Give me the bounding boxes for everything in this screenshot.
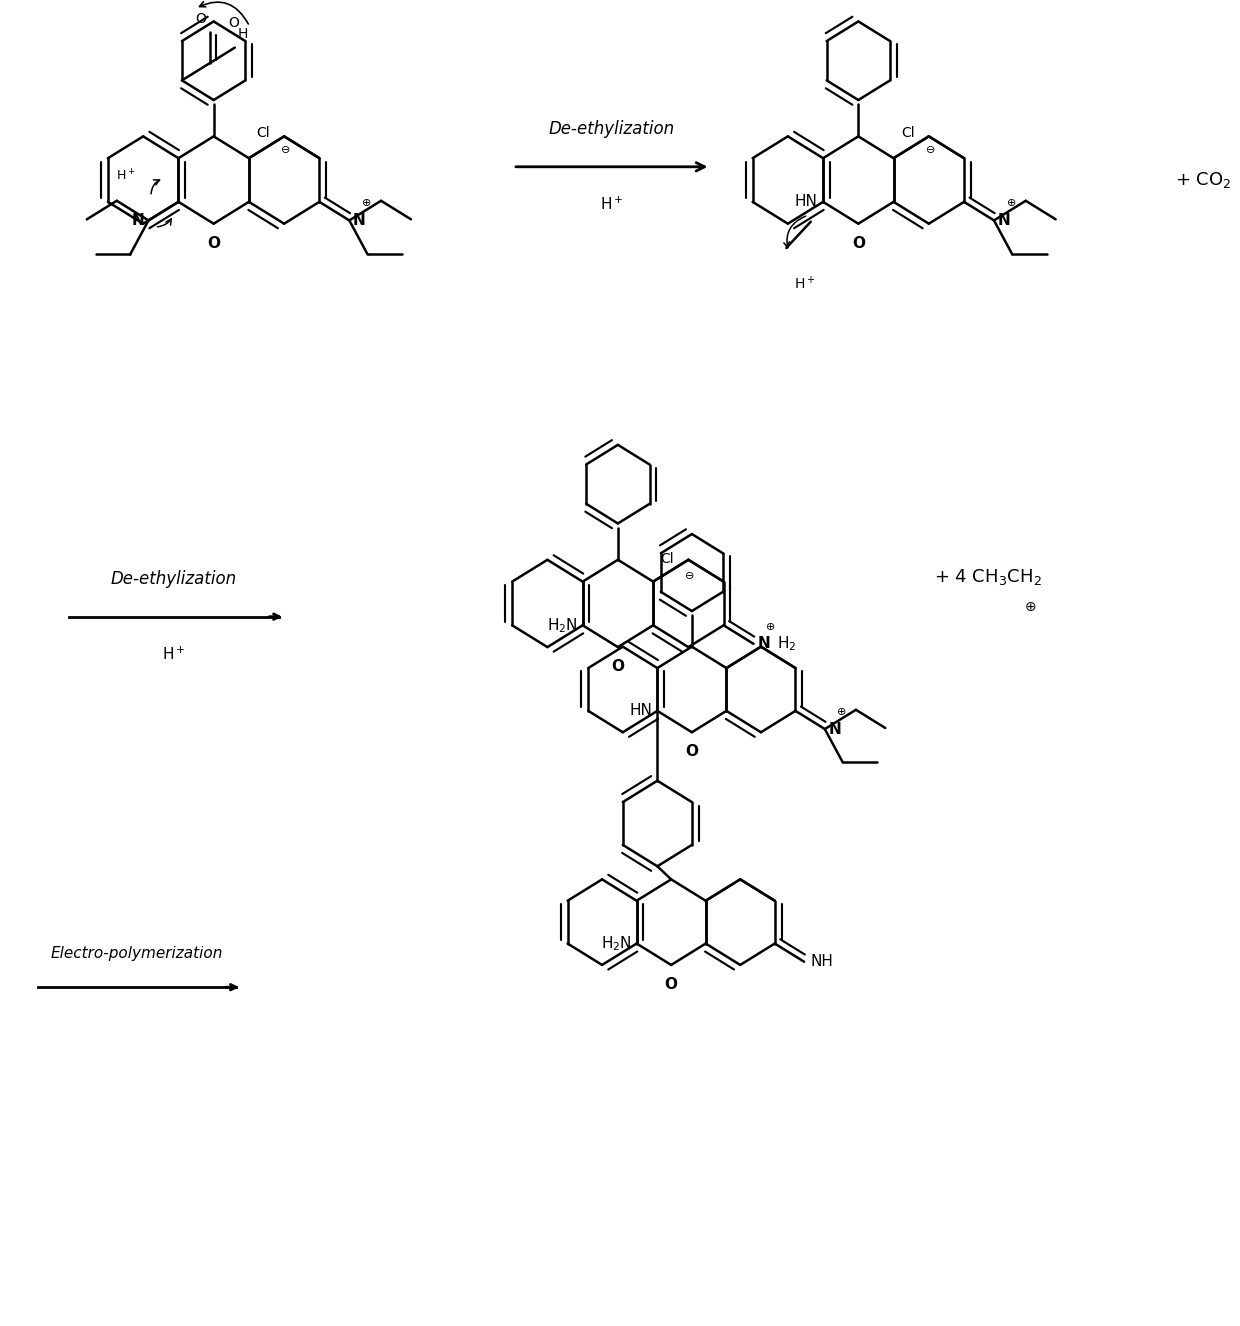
Text: O: O: [196, 12, 206, 25]
Text: + CO$_2$: + CO$_2$: [1176, 170, 1231, 190]
Text: H$^+$: H$^+$: [162, 646, 186, 663]
Text: N: N: [828, 721, 841, 736]
Text: Electro-polymerization: Electro-polymerization: [51, 945, 223, 961]
Text: Cl: Cl: [901, 126, 915, 139]
Text: ⊕: ⊕: [362, 198, 371, 208]
Text: Cl: Cl: [257, 126, 270, 139]
Text: ⊖: ⊖: [926, 146, 935, 155]
Text: ⊕: ⊕: [766, 622, 775, 631]
Text: ⊖: ⊖: [281, 146, 290, 155]
Text: + 4 CH$_3$CH$_2$: + 4 CH$_3$CH$_2$: [934, 568, 1042, 587]
Text: H$_2$N: H$_2$N: [547, 617, 578, 635]
Text: HN: HN: [794, 195, 817, 210]
Text: De-ethylization: De-ethylization: [110, 570, 237, 587]
Text: N: N: [998, 213, 1011, 228]
Text: NH: NH: [810, 955, 833, 969]
Text: O: O: [665, 977, 677, 992]
Text: ⊕: ⊕: [1025, 601, 1037, 614]
Text: N: N: [758, 636, 770, 651]
Text: O: O: [207, 236, 221, 251]
Text: H$_2$N: H$_2$N: [601, 935, 631, 953]
Text: O: O: [852, 236, 864, 251]
Text: N: N: [353, 213, 366, 228]
Text: HN: HN: [630, 703, 652, 719]
Text: H$_2$: H$_2$: [777, 635, 796, 654]
Text: ⊕: ⊕: [837, 707, 847, 717]
Text: N: N: [131, 213, 145, 228]
Text: H$^+$: H$^+$: [600, 196, 624, 213]
Text: Cl: Cl: [661, 552, 675, 566]
Text: O: O: [686, 744, 698, 760]
Text: H$^+$: H$^+$: [117, 168, 136, 183]
Text: H: H: [237, 27, 248, 41]
Text: H$^+$: H$^+$: [794, 274, 816, 292]
Text: O: O: [228, 16, 239, 30]
Text: De-ethylization: De-ethylization: [548, 119, 675, 138]
Text: ⊕: ⊕: [1007, 198, 1016, 208]
Text: ⊖: ⊖: [686, 572, 694, 581]
Text: O: O: [611, 659, 625, 674]
